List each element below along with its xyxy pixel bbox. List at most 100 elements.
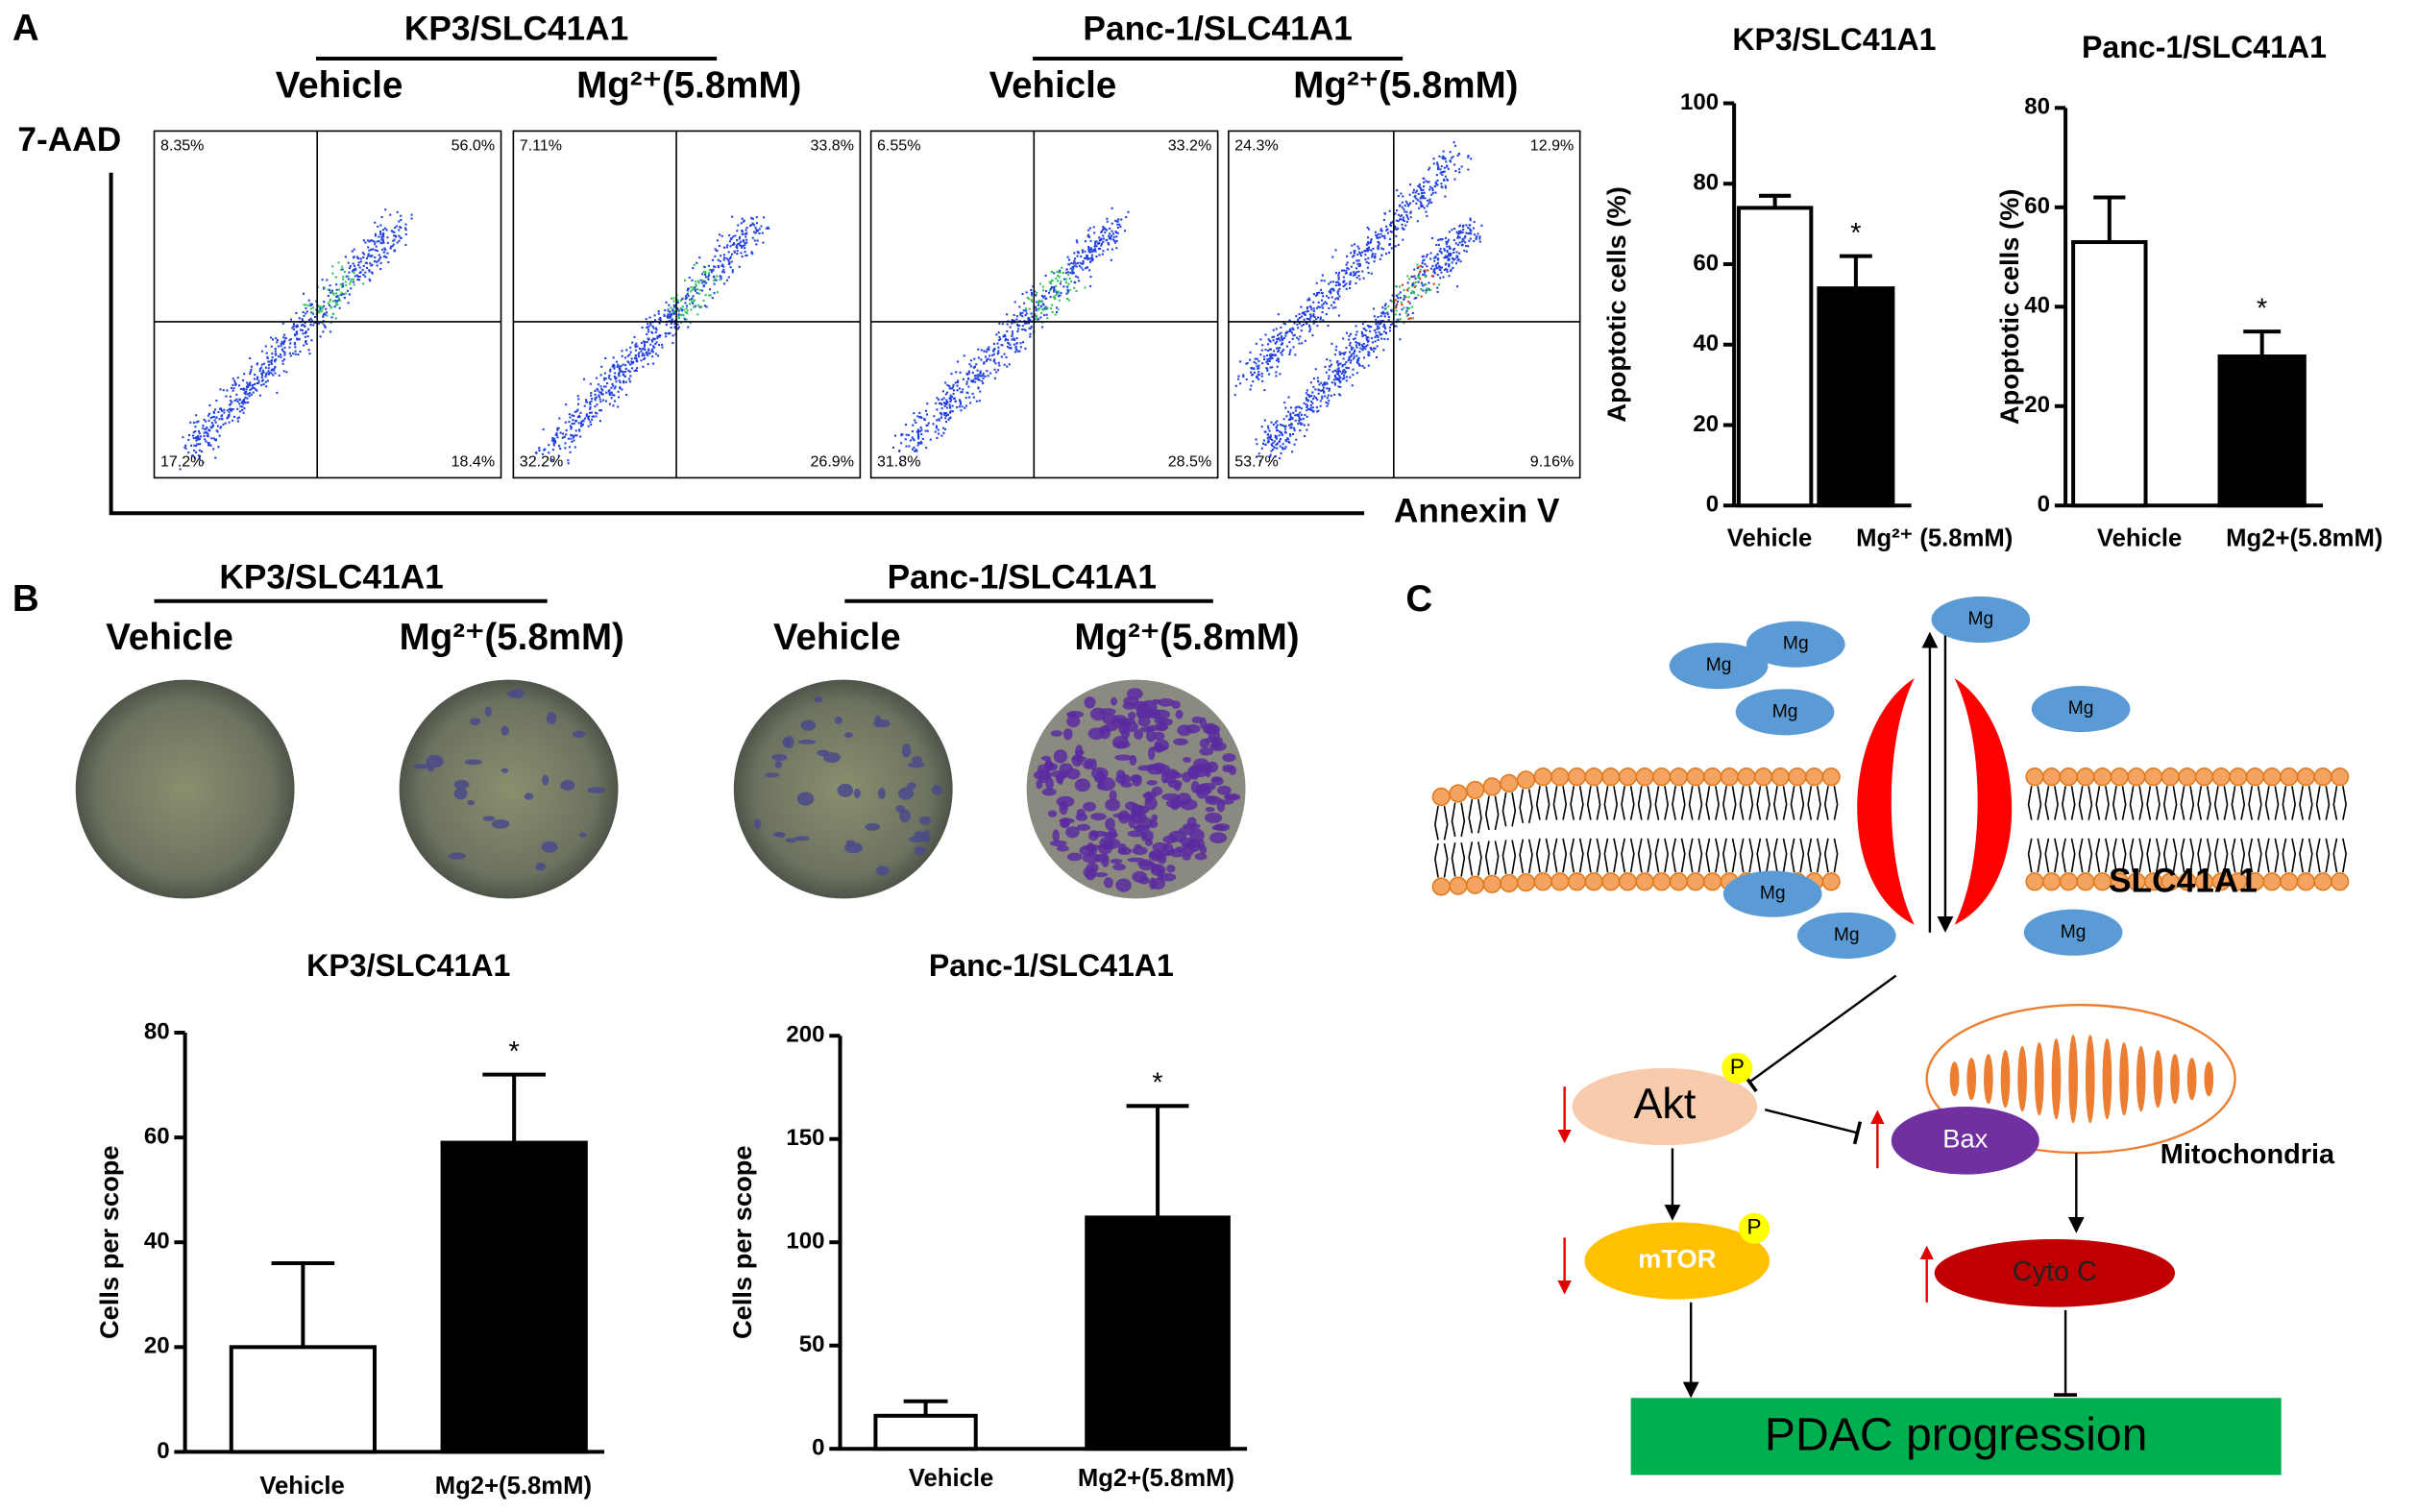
y-tick-label: 0 (812, 1435, 824, 1461)
event-dot (1383, 312, 1386, 315)
event-dot (613, 387, 616, 390)
stained-cell (1097, 776, 1116, 792)
event-dot (664, 308, 667, 312)
event-dot (1086, 266, 1088, 269)
event-dot (1275, 359, 1279, 362)
event-dot (891, 446, 895, 449)
event-dot (1464, 234, 1467, 237)
event-dot (1097, 248, 1100, 251)
event-dot (1438, 155, 1441, 158)
event-dot (1070, 280, 1073, 283)
lipid-head (2042, 768, 2062, 787)
event-dot (924, 409, 928, 412)
event-dot (565, 433, 568, 436)
event-dot (1401, 214, 1404, 217)
event-dot (1402, 216, 1404, 219)
event-dot (229, 407, 232, 410)
event-dot (1458, 252, 1461, 255)
lipid-head (1652, 768, 1672, 787)
event-dot (1278, 332, 1281, 335)
event-dot (1468, 239, 1471, 242)
event-dot (1263, 358, 1266, 361)
event-dot (197, 438, 200, 441)
event-dot (998, 364, 1001, 367)
event-dot (1021, 292, 1024, 296)
event-dot (1374, 256, 1377, 259)
event-dot (619, 387, 622, 390)
event-dot (618, 375, 621, 378)
event-dot (734, 234, 737, 237)
event-dot (696, 288, 699, 291)
event-dot (570, 437, 573, 440)
event-dot (1239, 382, 1242, 385)
event-dot (1066, 271, 1069, 274)
event-dot (578, 415, 581, 419)
group-title: KP3/SLC41A1 (219, 559, 443, 597)
stained-cell (776, 832, 786, 838)
inhibit (1741, 974, 1897, 1093)
event-dot (1389, 299, 1392, 302)
event-dot (333, 305, 336, 308)
event-dot (267, 363, 271, 366)
event-dot (1076, 241, 1079, 244)
event-dot (1445, 268, 1448, 271)
event-dot (379, 224, 382, 227)
event-dot (325, 307, 328, 310)
event-dot (1291, 417, 1294, 420)
y-tick-label: 200 (786, 1022, 824, 1048)
event-dot (1027, 318, 1030, 321)
condition: Mg²⁺(5.8mM) (576, 65, 801, 107)
event-dot (1334, 298, 1337, 301)
event-dot (321, 322, 324, 325)
event-dot (580, 420, 583, 423)
event-dot (1442, 155, 1445, 158)
event-dot (1089, 257, 1092, 260)
significance: * (2257, 293, 2267, 324)
event-dot (1038, 282, 1041, 285)
event-dot (393, 238, 396, 241)
event-dot (551, 438, 554, 441)
event-dot (1355, 276, 1358, 280)
stained-cell (1083, 801, 1096, 812)
stained-cell (793, 836, 810, 841)
event-dot (365, 261, 368, 264)
event-dot (1379, 319, 1382, 322)
event-dot (1358, 342, 1361, 345)
event-dot (1285, 331, 1288, 334)
event-dot (1443, 170, 1446, 173)
event-dot (1285, 330, 1288, 333)
event-dot (1261, 344, 1264, 347)
event-dot (393, 250, 396, 253)
event-dot (1454, 169, 1457, 173)
event-dot (615, 380, 618, 383)
event-dot (940, 416, 942, 419)
event-dot (1306, 405, 1308, 409)
event-dot (260, 376, 263, 378)
event-dot (1355, 325, 1357, 328)
event-dot (736, 230, 739, 232)
event-dot (1333, 369, 1336, 372)
lipid-tail (1552, 838, 1568, 873)
stained-cell (1199, 844, 1208, 855)
event-dot (1116, 223, 1119, 226)
event-dot (1274, 354, 1277, 356)
event-dot (1402, 195, 1404, 198)
event-dot (1064, 280, 1067, 283)
event-dot (1402, 218, 1404, 222)
event-dot (1259, 354, 1262, 356)
event-dot (217, 410, 220, 414)
event-dot (1261, 362, 1264, 365)
quadrant-percent: 18.4% (452, 453, 495, 471)
event-dot (1002, 335, 1005, 338)
event-dot (267, 373, 270, 376)
event-dot (1399, 291, 1402, 294)
flow-plot (1228, 130, 1581, 479)
x-tick-label: Mg2+(5.8mM) (1078, 1465, 1234, 1492)
event-dot (718, 244, 720, 247)
event-dot (1458, 225, 1461, 228)
event-dot (585, 401, 588, 403)
event-dot (589, 407, 592, 410)
event-dot (337, 261, 340, 264)
lipid-tail (2180, 786, 2195, 820)
event-dot (1334, 272, 1337, 275)
